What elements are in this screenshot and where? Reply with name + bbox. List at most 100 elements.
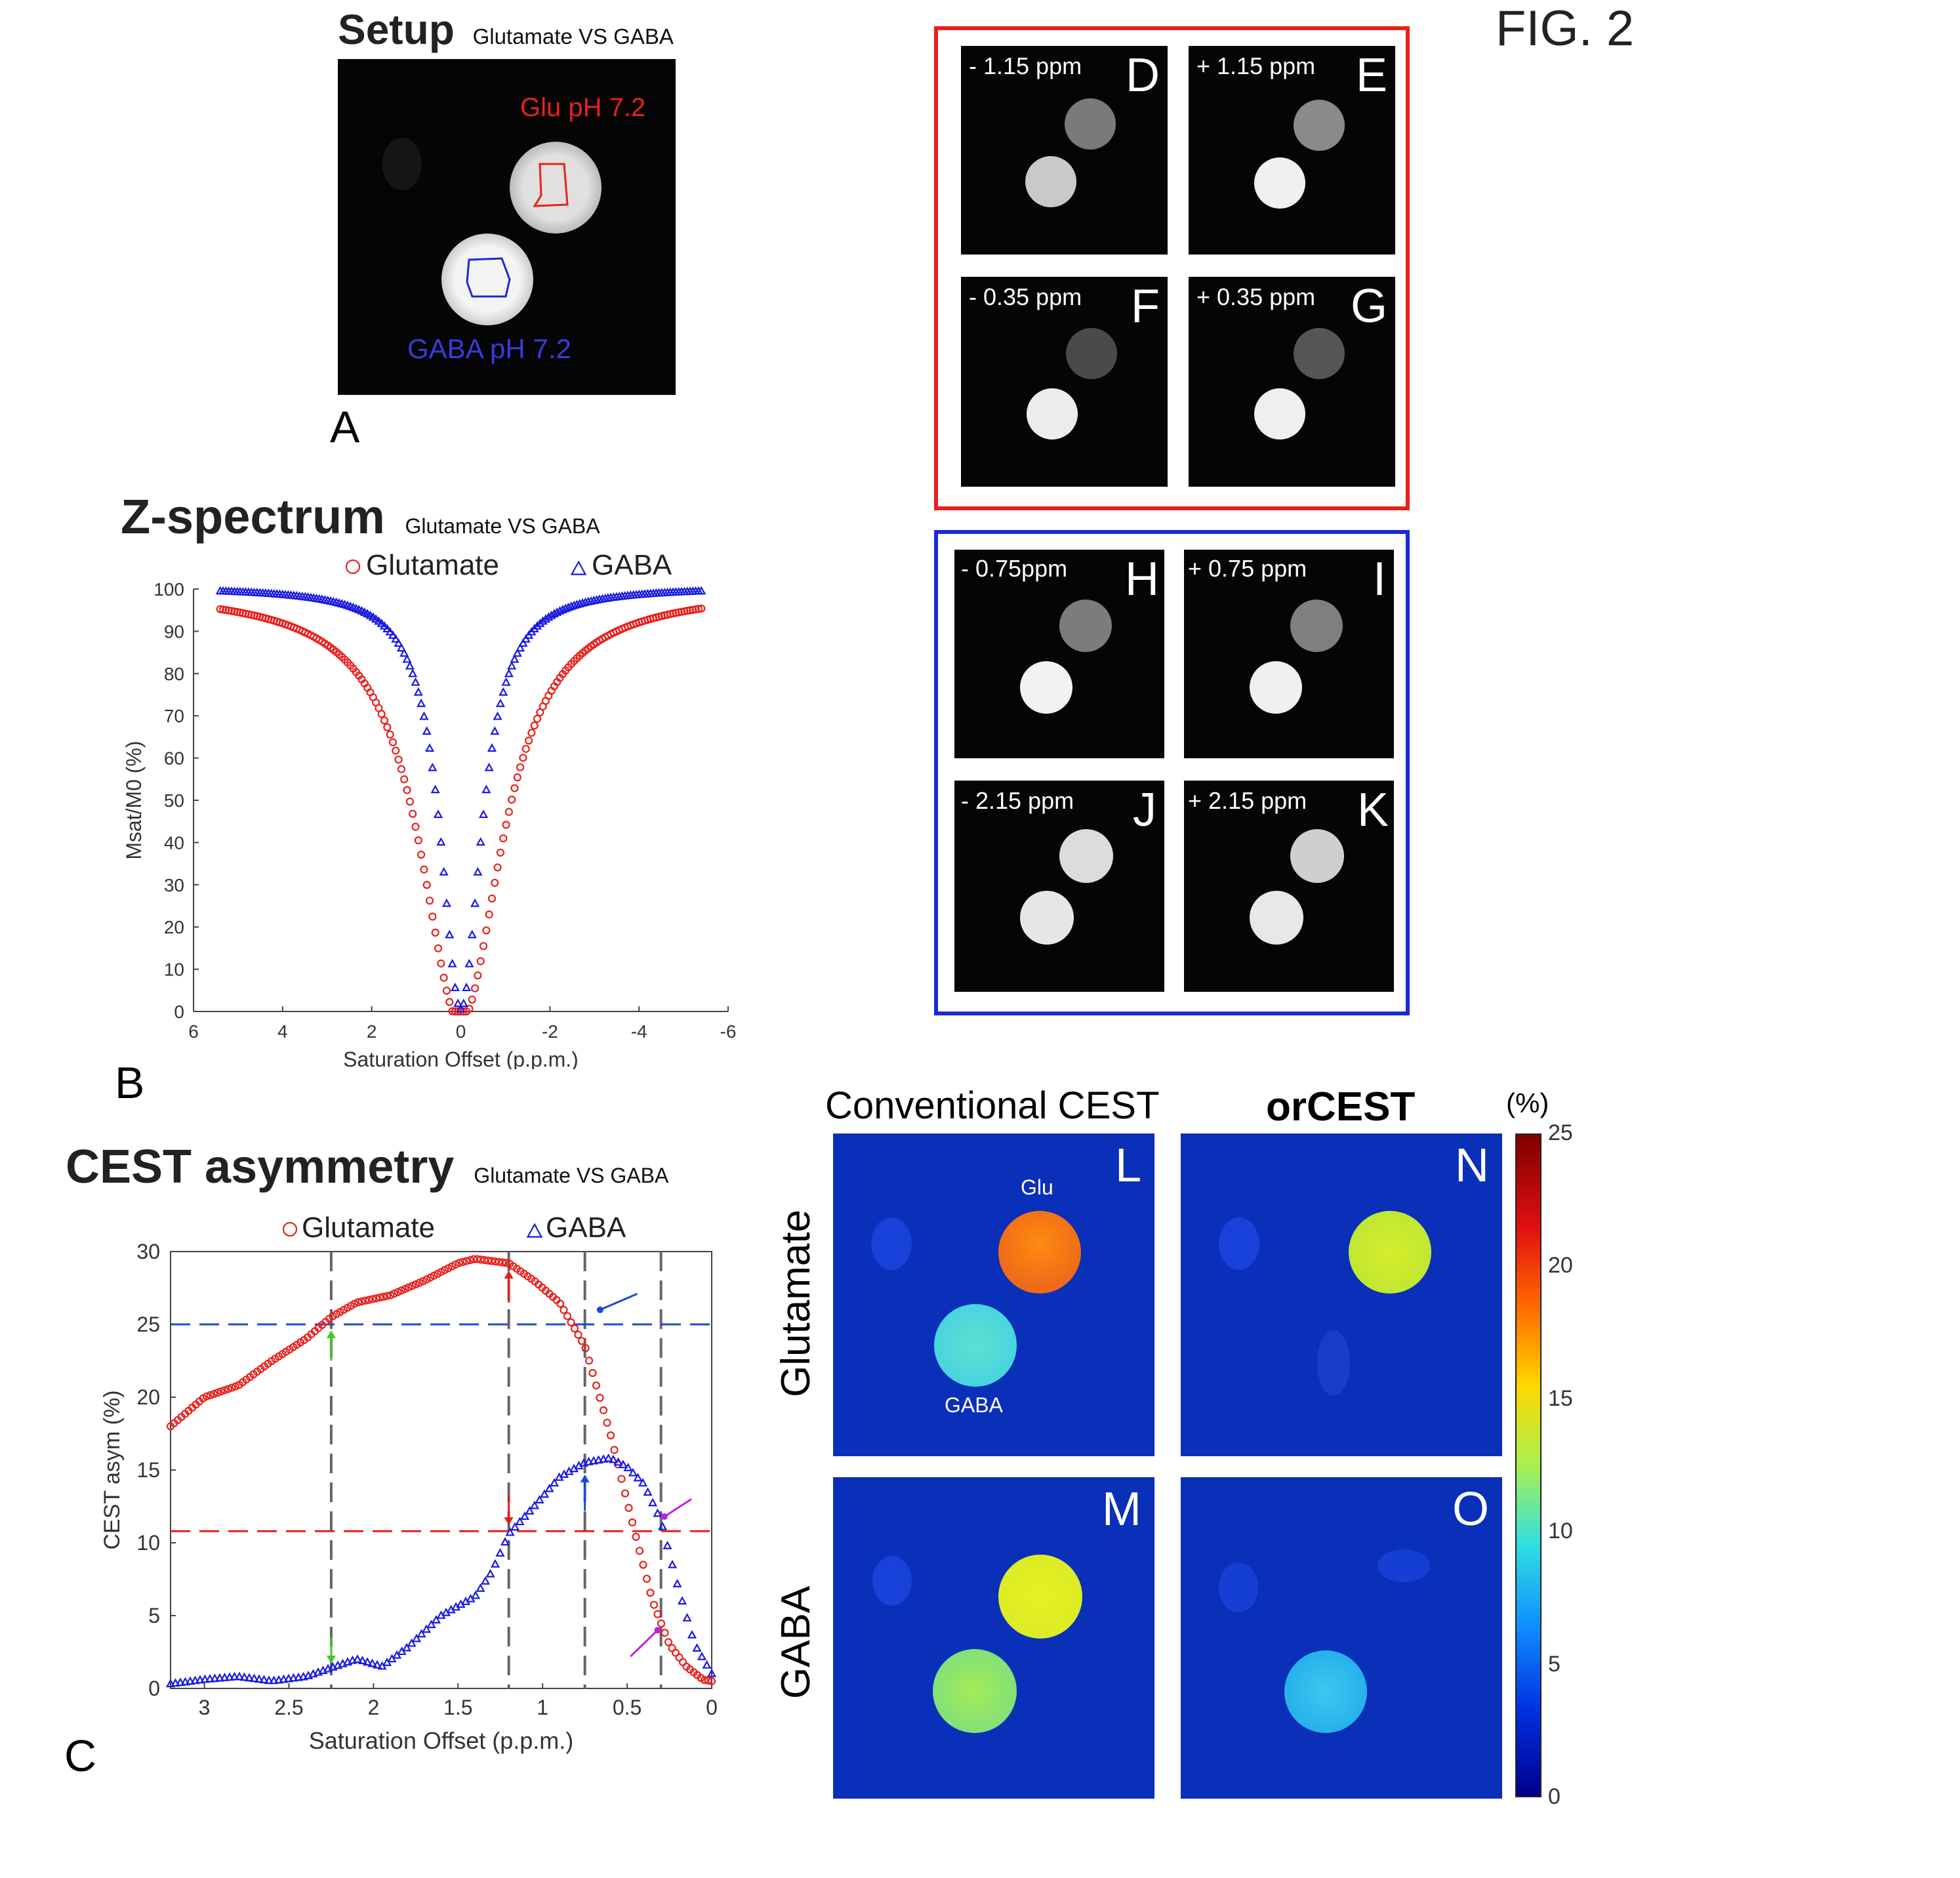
data-point	[479, 942, 488, 950]
data-point	[594, 1455, 603, 1464]
faint-tube	[1219, 1217, 1259, 1270]
data-point	[482, 926, 491, 935]
data-point	[405, 797, 414, 806]
data-point	[274, 1675, 284, 1684]
data-point	[606, 1431, 615, 1440]
data-point	[417, 698, 426, 707]
data-point	[555, 605, 565, 615]
blue-frame	[934, 530, 1410, 1015]
data-point	[224, 1672, 235, 1681]
data-point	[525, 1505, 535, 1515]
map-o-letter: O	[1452, 1483, 1489, 1536]
data-point	[538, 616, 548, 625]
data-point	[490, 1559, 500, 1568]
data-point	[504, 807, 513, 816]
data-point	[544, 1483, 554, 1492]
data-point	[677, 1596, 687, 1605]
annotation-arrow	[600, 1293, 638, 1311]
data-point	[563, 602, 573, 611]
data-point	[706, 1668, 717, 1677]
data-point	[396, 643, 406, 652]
annotation-arrowhead	[504, 1517, 514, 1526]
data-point	[383, 723, 392, 731]
x-tick-label: 2.5	[274, 1696, 303, 1719]
data-point	[596, 1393, 604, 1402]
data-point	[448, 1007, 457, 1015]
data-point	[639, 1561, 647, 1569]
data-point	[367, 1658, 377, 1667]
data-point	[239, 1672, 249, 1681]
data-point	[420, 865, 428, 874]
data-point	[539, 1489, 550, 1498]
tube-upper	[1294, 328, 1345, 379]
colorbar-tick-label: 10	[1548, 1519, 1573, 1544]
data-point	[428, 762, 438, 771]
x-axis-label: Saturation Offset (p.p.m.)	[343, 1048, 579, 1069]
data-point	[175, 1677, 186, 1686]
data-point	[379, 621, 390, 630]
data-point	[431, 928, 439, 937]
data-point	[484, 762, 494, 771]
data-point	[206, 1391, 214, 1400]
y-tick-label: 30	[136, 1240, 160, 1263]
tube-upper	[1294, 100, 1345, 151]
data-point	[598, 1454, 609, 1463]
data-point	[382, 624, 392, 632]
data-point	[704, 1676, 712, 1685]
tube-upper	[1290, 600, 1343, 652]
data-point	[521, 745, 530, 753]
legend-gaba-label: GABA	[546, 1212, 626, 1244]
data-point	[399, 648, 409, 657]
data-point	[507, 661, 517, 670]
panel-c-letter: C	[64, 1731, 97, 1781]
data-point	[372, 1660, 382, 1669]
y-tick-label: 60	[164, 748, 184, 769]
data-point	[468, 995, 476, 1004]
data-point	[403, 786, 411, 794]
data-point	[388, 738, 398, 746]
data-point	[518, 638, 528, 647]
data-point	[171, 1678, 180, 1687]
data-point	[377, 710, 386, 718]
glu-tube	[510, 142, 602, 234]
data-point	[588, 1369, 597, 1378]
data-point	[697, 604, 706, 613]
legend-gaba-marker	[526, 1223, 543, 1238]
gaba-tube-label: GABA	[945, 1393, 1003, 1417]
y-tick-label: 30	[164, 875, 184, 895]
row2-label: GABA	[773, 1585, 819, 1699]
data-point	[200, 1674, 210, 1683]
panel-c-title-text: CEST asymmetry	[66, 1141, 455, 1193]
data-point	[417, 1629, 426, 1638]
tube-upper	[1059, 829, 1113, 883]
data-point	[524, 736, 533, 745]
y-tick-label: 10	[136, 1531, 160, 1555]
data-point	[563, 1312, 572, 1320]
panel-c-title: CEST asymmetry Glutamate VS GABA	[66, 1140, 668, 1194]
data-point	[588, 1456, 599, 1465]
data-point	[516, 763, 525, 771]
data-point	[228, 1383, 236, 1392]
series-glutamate	[216, 604, 706, 1016]
data-point	[567, 1318, 575, 1326]
data-point	[527, 729, 536, 737]
data-point	[422, 880, 431, 889]
panel-f: - 0.35 ppm F	[961, 277, 1168, 487]
panel-e-letter: E	[1355, 49, 1387, 102]
data-point	[499, 834, 508, 843]
panel-b-letter: B	[115, 1058, 145, 1108]
data-point	[643, 1487, 653, 1496]
data-point	[357, 1297, 366, 1306]
panel-i: + 0.75 ppm I	[1184, 550, 1394, 758]
data-point	[417, 850, 426, 859]
data-point	[535, 618, 545, 627]
legend-glutamate-label: Glutamate	[302, 1212, 435, 1244]
x-tick-label: 6	[188, 1021, 199, 1042]
data-point	[642, 1574, 651, 1583]
data-point	[473, 867, 483, 876]
data-point	[283, 1673, 294, 1683]
data-point	[649, 1601, 659, 1609]
legend: Glutamate GABA	[345, 549, 672, 581]
data-point	[672, 1578, 682, 1587]
data-point	[413, 687, 423, 696]
